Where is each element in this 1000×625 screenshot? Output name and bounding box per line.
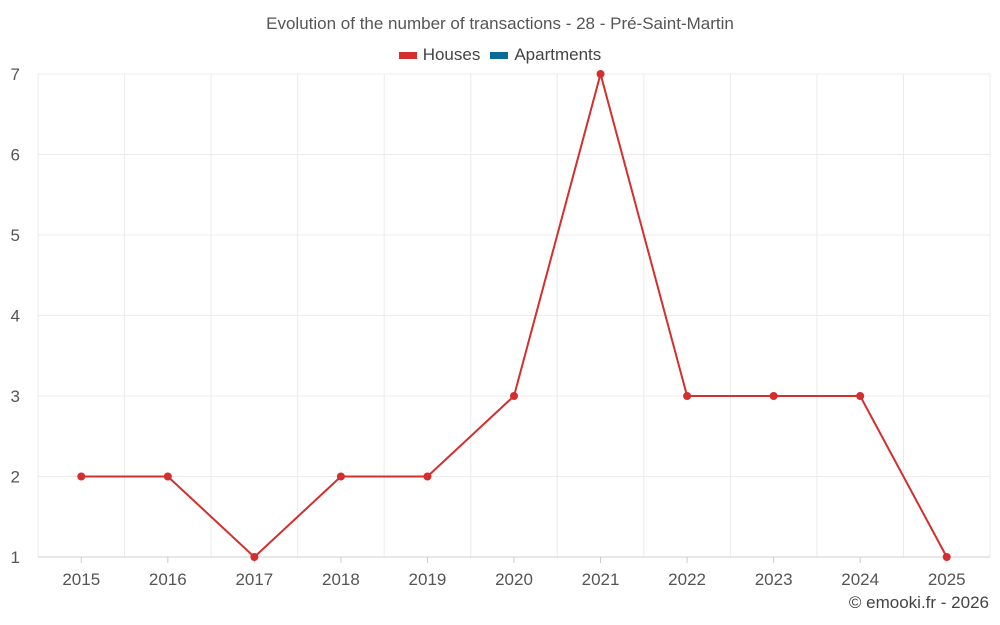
- x-tick-label: 2018: [322, 570, 360, 589]
- x-tick-label: 2024: [841, 570, 879, 589]
- y-tick-label: 5: [11, 226, 20, 245]
- x-tick-label: 2017: [235, 570, 273, 589]
- legend-label-apartments: Apartments: [514, 45, 602, 64]
- x-tick-label: 2016: [149, 570, 187, 589]
- y-tick-label: 7: [11, 65, 20, 84]
- y-tick-label: 4: [11, 307, 20, 326]
- data-point: [510, 392, 518, 400]
- data-point: [77, 472, 86, 481]
- y-tick-label: 2: [11, 468, 20, 487]
- x-tick-label: 2015: [62, 570, 100, 589]
- x-tick-label: 2023: [755, 570, 793, 589]
- x-tick-label: 2025: [928, 570, 966, 589]
- credit-text: © emooki.fr - 2026: [848, 593, 989, 612]
- legend-swatch-apartments: [490, 51, 509, 59]
- data-point: [596, 70, 605, 78]
- y-tick-label: 6: [11, 146, 20, 165]
- legend-label-houses: Houses: [422, 45, 481, 64]
- data-point: [423, 472, 432, 481]
- data-point: [683, 392, 692, 400]
- data-point: [336, 472, 345, 481]
- legend-item-apartments[interactable]: Apartments: [490, 45, 601, 65]
- y-tick-label: 1: [11, 548, 20, 567]
- x-tick-label: 2020: [495, 570, 533, 589]
- data-point: [250, 553, 259, 561]
- y-tick-label: 3: [11, 387, 20, 406]
- legend-item-houses[interactable]: Houses: [398, 45, 481, 65]
- data-point: [856, 392, 865, 400]
- x-tick-label: 2021: [582, 570, 620, 589]
- legend: Houses Apartments: [0, 45, 1000, 65]
- chart-title: Evolution of the number of transactions …: [266, 14, 734, 33]
- data-point: [163, 472, 172, 481]
- x-tick-label: 2022: [668, 570, 706, 589]
- legend-swatch-houses: [398, 51, 417, 59]
- x-tick-label: 2019: [409, 570, 447, 589]
- data-point: [769, 392, 778, 400]
- data-point: [942, 553, 951, 561]
